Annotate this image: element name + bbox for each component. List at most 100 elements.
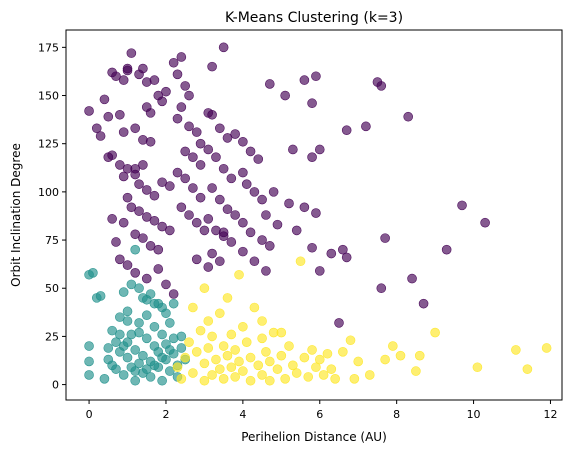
data-point xyxy=(191,217,202,228)
data-point xyxy=(138,293,148,303)
data-point xyxy=(307,152,317,162)
data-point xyxy=(122,316,133,326)
data-point xyxy=(165,318,175,328)
data-point xyxy=(172,362,183,373)
data-point xyxy=(245,352,256,363)
data-point xyxy=(264,241,275,251)
data-point xyxy=(145,289,156,299)
data-point xyxy=(118,287,129,297)
data-point xyxy=(195,192,206,203)
data-point xyxy=(222,133,233,143)
data-point xyxy=(395,350,406,361)
data-point xyxy=(430,327,440,338)
data-point xyxy=(199,358,210,369)
data-point xyxy=(314,144,325,155)
data-point xyxy=(226,237,237,247)
data-point xyxy=(126,202,137,213)
data-point xyxy=(249,256,260,267)
data-point xyxy=(149,215,160,226)
data-point xyxy=(138,63,148,74)
data-point xyxy=(84,370,94,380)
data-point xyxy=(472,362,483,373)
data-point xyxy=(238,217,248,228)
data-point xyxy=(118,370,129,380)
data-point xyxy=(115,329,125,340)
x-tick-label: 0 xyxy=(86,408,93,421)
data-point xyxy=(180,352,190,363)
data-point xyxy=(314,354,325,365)
data-point xyxy=(165,366,175,376)
data-point xyxy=(214,194,225,205)
data-point xyxy=(341,252,352,263)
data-point xyxy=(284,341,294,351)
data-point xyxy=(145,136,156,147)
data-point xyxy=(238,366,248,376)
data-point xyxy=(141,185,152,195)
data-point xyxy=(280,90,290,101)
data-point xyxy=(165,345,175,355)
data-point xyxy=(211,354,221,365)
data-point xyxy=(280,374,290,384)
x-axis-label: Perihelion Distance (AU) xyxy=(241,430,387,444)
data-point xyxy=(157,96,167,107)
data-point xyxy=(199,375,210,386)
data-point xyxy=(207,109,217,120)
y-tick-label: 150 xyxy=(38,90,59,103)
data-point xyxy=(230,129,240,139)
data-point xyxy=(264,79,275,89)
data-point xyxy=(122,192,133,203)
data-point xyxy=(111,71,121,82)
data-point xyxy=(191,254,202,265)
y-tick-label: 100 xyxy=(38,186,59,199)
data-point xyxy=(107,325,117,336)
data-point xyxy=(276,350,287,361)
data-point xyxy=(191,127,202,137)
x-tick-label: 2 xyxy=(162,408,169,421)
data-point xyxy=(126,48,137,58)
data-point xyxy=(115,109,125,120)
data-point xyxy=(226,329,237,340)
data-point xyxy=(176,374,187,384)
data-point xyxy=(418,298,429,309)
y-axis: 0 25 50 75 100 125 150 175 xyxy=(38,41,66,392)
x-axis: 0 2 4 6 8 10 12 xyxy=(86,400,557,421)
data-point xyxy=(326,248,337,259)
data-point xyxy=(134,358,144,369)
data-point xyxy=(145,108,156,118)
data-point xyxy=(407,273,417,284)
data-point xyxy=(118,341,129,351)
data-point xyxy=(311,208,321,218)
data-point xyxy=(161,308,171,319)
plot-frame xyxy=(65,29,563,401)
x-tick-label: 6 xyxy=(316,408,323,421)
data-point xyxy=(238,136,248,147)
data-point xyxy=(264,375,275,386)
y-tick-label: 75 xyxy=(45,234,59,247)
y-tick-label: 50 xyxy=(45,282,59,295)
data-point xyxy=(238,321,248,332)
data-point xyxy=(249,302,260,313)
data-point xyxy=(241,337,252,347)
data-point xyxy=(195,325,206,336)
data-point xyxy=(130,229,141,240)
data-point xyxy=(176,102,187,112)
data-point xyxy=(257,333,267,344)
data-point xyxy=(130,244,141,255)
data-point xyxy=(299,202,310,213)
data-point xyxy=(130,268,141,278)
data-point xyxy=(234,356,244,367)
data-point xyxy=(203,262,214,272)
data-point xyxy=(176,331,187,342)
data-point xyxy=(130,366,141,376)
data-point xyxy=(261,210,271,220)
data-point xyxy=(153,298,164,309)
data-point xyxy=(153,264,164,274)
data-point xyxy=(230,372,240,382)
data-point xyxy=(149,75,160,85)
y-tick-label: 175 xyxy=(38,41,59,54)
data-point xyxy=(218,42,229,53)
data-point xyxy=(99,374,110,384)
y-tick-label: 125 xyxy=(38,138,59,151)
data-point xyxy=(134,318,144,328)
